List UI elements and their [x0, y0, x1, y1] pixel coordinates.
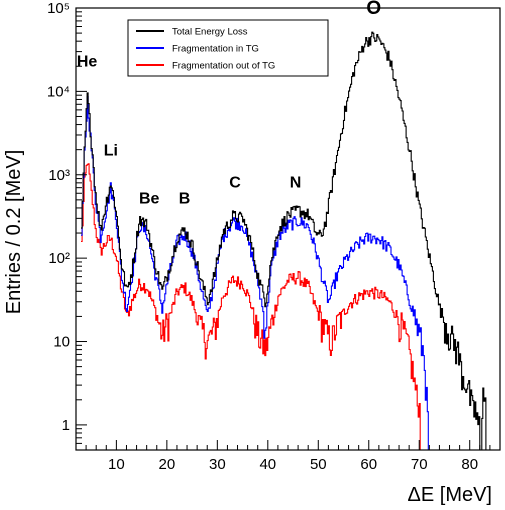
peak-label: He [77, 53, 98, 70]
peak-label: Be [139, 191, 160, 208]
x-tick-label: 50 [310, 456, 327, 473]
x-tick-label: 80 [461, 456, 478, 473]
x-tick-label: 40 [259, 456, 276, 473]
y-tick-label: 10 [53, 334, 70, 351]
series-line-0 [81, 31, 488, 451]
peak-label: B [179, 191, 191, 208]
peak-label: Li [104, 143, 118, 160]
series-line-1 [81, 96, 430, 451]
y-tick-label: 10⁴ [47, 83, 70, 100]
tick-layer: 10 20 30 40 50 60 70 80 1 10 10² 10³ 10⁴ 10⁵ [47, 0, 501, 473]
legend: Total Energy Loss Fragmentation in TG Frag… [127, 19, 329, 77]
legend-label: Total Energy Loss [172, 27, 248, 38]
x-tick-label: 70 [411, 456, 428, 473]
y-tick-label: 10³ [48, 167, 70, 184]
y-axis-title: Entries / 0.2 [MeV] [3, 150, 25, 315]
x-tick-label: 20 [159, 456, 176, 473]
y-tick-label: 1 [62, 417, 70, 434]
y-tick-label: 10⁵ [47, 0, 70, 17]
peak-label: O [366, 0, 381, 19]
peak-labels: He Li Be B C N O [77, 0, 381, 208]
x-axis-title: ΔE [MeV] [408, 484, 493, 506]
series-line-2 [81, 163, 423, 451]
series-layer [81, 31, 488, 451]
y-tick-label: 10² [48, 250, 70, 267]
peak-label: C [229, 175, 241, 192]
x-tick-label: 30 [209, 456, 226, 473]
legend-label: Fragmentation in TG [172, 44, 259, 55]
x-tick-label: 10 [108, 456, 125, 473]
x-tick-label: 60 [360, 456, 377, 473]
legend-label: Fragmentation out of TG [172, 61, 275, 72]
peak-label: N [290, 175, 302, 192]
